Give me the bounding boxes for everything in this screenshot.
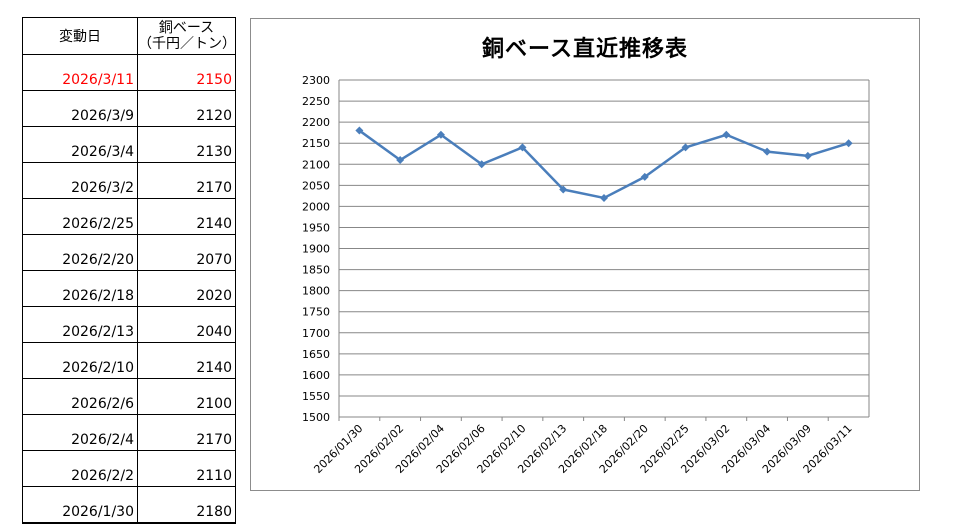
data-point-marker xyxy=(518,143,527,152)
data-point-marker xyxy=(844,139,853,148)
y-tick-label: 2100 xyxy=(302,158,330,171)
table-row: 2026/3/9 2120 xyxy=(22,90,236,127)
price-cell: 2140 xyxy=(137,198,236,235)
table-row: 2026/3/4 2130 xyxy=(22,126,236,163)
date-cell: 2026/1/30 xyxy=(22,486,138,524)
price-header-line2: （千円／トン） xyxy=(138,36,236,52)
date-cell: 2026/2/20 xyxy=(22,234,138,271)
price-cell: 2130 xyxy=(137,126,236,163)
price-cell: 2100 xyxy=(137,378,236,415)
date-cell: 2026/2/10 xyxy=(22,342,138,379)
data-point-marker xyxy=(763,147,772,156)
table-row: 2026/1/30 2180 xyxy=(22,486,236,524)
y-tick-label: 1900 xyxy=(302,243,330,256)
date-cell: 2026/3/4 xyxy=(22,126,138,163)
price-cell: 2120 xyxy=(137,90,236,127)
y-tick-label: 1700 xyxy=(302,327,330,340)
table-row: 2026/2/13 2040 xyxy=(22,306,236,343)
y-tick-label: 2200 xyxy=(302,116,330,129)
table-header-row: 変動日 銅ベース （千円／トン） xyxy=(22,17,236,55)
date-cell: 2026/2/6 xyxy=(22,378,138,415)
price-cell: 2170 xyxy=(137,162,236,199)
date-cell: 2026/2/13 xyxy=(22,306,138,343)
table-row: 2026/2/2 2110 xyxy=(22,450,236,487)
date-column-header: 変動日 xyxy=(22,17,138,55)
table-row: 2026/2/20 2070 xyxy=(22,234,236,271)
y-tick-label: 2250 xyxy=(302,95,330,108)
table-row: 2026/2/25 2140 xyxy=(22,198,236,235)
chart-title: 銅ベース直近推移表 xyxy=(482,37,688,62)
y-tick-label: 2300 xyxy=(302,74,330,87)
table-row: 2026/2/4 2170 xyxy=(22,414,236,451)
data-point-marker xyxy=(600,193,608,202)
date-cell: 2026/3/9 xyxy=(22,90,138,127)
price-cell: 2170 xyxy=(137,414,236,451)
data-point-marker xyxy=(803,151,812,160)
data-point-marker xyxy=(681,143,690,152)
data-point-marker xyxy=(355,126,364,135)
price-column-header: 銅ベース （千円／トン） xyxy=(137,17,236,55)
data-point-marker xyxy=(722,130,731,139)
data-point-marker xyxy=(559,185,568,194)
price-header-line1: 銅ベース xyxy=(158,20,215,36)
table-body: 2026/3/11 2150 2026/3/9 2120 2026/3/4 2130 202… xyxy=(22,54,236,524)
y-tick-label: 1800 xyxy=(302,285,330,298)
price-cell: 2150 xyxy=(137,54,236,91)
y-tick-label: 1550 xyxy=(302,390,330,403)
table-row: 2026/2/10 2140 xyxy=(22,342,236,379)
date-cell: 2026/2/2 xyxy=(22,450,138,487)
table-row: 2026/2/18 2020 xyxy=(22,270,236,307)
y-tick-label: 1500 xyxy=(302,411,330,424)
table-row: 2026/3/11 2150 xyxy=(22,54,236,91)
data-point-marker xyxy=(640,172,649,181)
y-tick-label: 2000 xyxy=(302,200,330,213)
data-point-marker xyxy=(436,130,445,139)
y-tick-label: 1650 xyxy=(302,348,330,361)
data-point-marker xyxy=(477,160,486,169)
date-cell: 2026/3/2 xyxy=(22,162,138,199)
table-row: 2026/3/2 2170 xyxy=(22,162,236,199)
date-cell: 2026/3/11 xyxy=(22,54,138,91)
date-cell: 2026/2/18 xyxy=(22,270,138,307)
table-row: 2026/2/6 2100 xyxy=(22,378,236,415)
y-tick-label: 1750 xyxy=(302,306,330,319)
y-tick-label: 1600 xyxy=(302,369,330,382)
price-table: 変動日 銅ベース （千円／トン） 2026/3/11 2150 2026/3/9 21… xyxy=(22,17,236,524)
y-tick-label: 2150 xyxy=(302,137,330,150)
y-tick-label: 1850 xyxy=(302,264,330,277)
y-tick-label: 1950 xyxy=(302,221,330,234)
chart-area: 1500 1550 1600 1650 1700 1750 1800 1850 1900 1950… xyxy=(250,18,920,491)
price-cell: 2140 xyxy=(137,342,236,379)
price-cell: 2040 xyxy=(137,306,236,343)
line-chart: 1500 1550 1600 1650 1700 1750 1800 1850 1900 1950… xyxy=(302,74,870,476)
date-cell: 2026/2/4 xyxy=(22,414,138,451)
data-point-marker xyxy=(396,156,405,165)
price-cell: 2020 xyxy=(137,270,236,307)
price-cell: 2070 xyxy=(137,234,236,271)
date-cell: 2026/2/25 xyxy=(22,198,138,235)
price-cell: 2180 xyxy=(137,486,236,524)
price-cell: 2110 xyxy=(137,450,236,487)
y-tick-label: 2050 xyxy=(302,179,330,192)
